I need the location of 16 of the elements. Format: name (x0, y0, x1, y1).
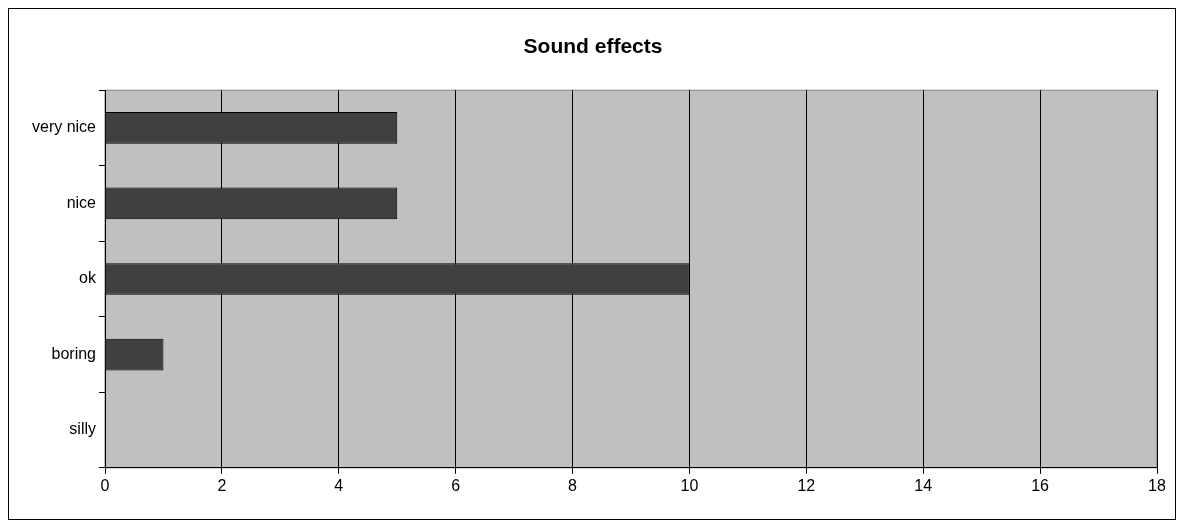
x-tick-label: 6 (451, 476, 461, 494)
x-tick-label: 18 (1148, 476, 1166, 494)
x-tick-label: 0 (100, 476, 110, 494)
y-tick-label: ok (79, 269, 98, 287)
x-tick-label: 12 (797, 476, 816, 494)
x-tick-label: 14 (914, 476, 933, 494)
x-tick-label: 8 (568, 476, 578, 494)
y-tick-label: silly (69, 420, 97, 438)
y-tick-label: boring (51, 344, 97, 362)
y-tick-label: nice (66, 193, 97, 211)
x-tick-label: 10 (680, 476, 699, 494)
chart-title: Sound effects (523, 34, 663, 58)
x-tick-label: 2 (217, 476, 227, 494)
x-tick-label: 4 (334, 476, 344, 494)
y-tick-label: very nice (31, 118, 97, 136)
x-tick-label: 16 (1031, 476, 1050, 494)
